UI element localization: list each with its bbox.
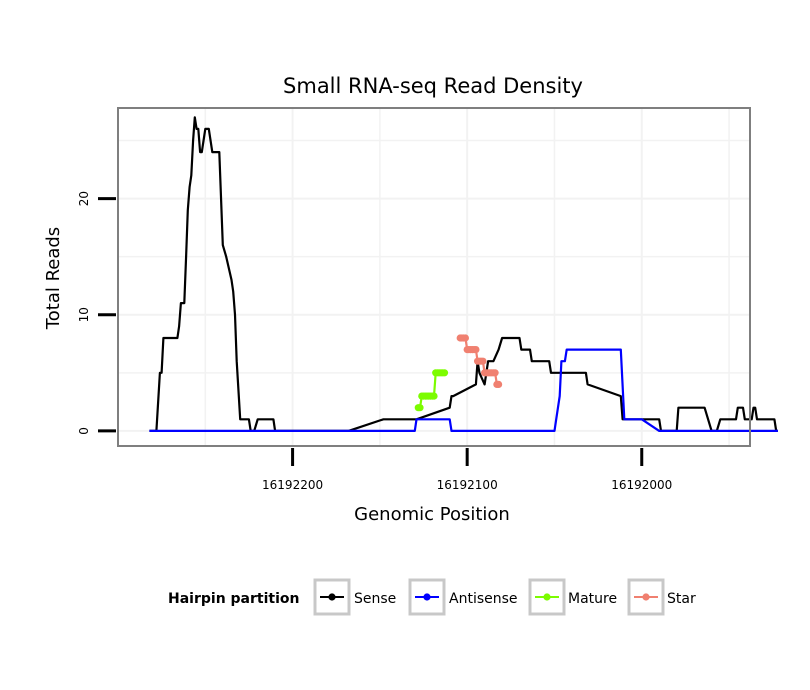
series-layer — [149, 116, 778, 432]
legend-item-sense: Sense — [313, 578, 396, 616]
legend-label: Star — [667, 591, 696, 607]
legend-label: Mature — [568, 591, 617, 607]
x-tick-label: 16192000 — [611, 478, 672, 492]
data-point-star — [461, 334, 469, 342]
data-point-star — [495, 380, 503, 388]
legend-key-point — [328, 593, 336, 601]
legend-key-point — [543, 593, 551, 601]
legend-title: Hairpin partition — [168, 591, 299, 607]
y-tick-label: 0 — [77, 427, 91, 435]
x-axis-title: Genomic Position — [354, 504, 510, 525]
y-tick-label: 10 — [77, 307, 91, 322]
chart-title: Small RNA-seq Read Density — [283, 74, 583, 98]
y-tick-label: 20 — [77, 191, 91, 206]
legend-label: Sense — [354, 591, 396, 607]
data-point-mature — [430, 392, 438, 400]
y-axis: 0 10 20 — [77, 191, 116, 435]
series-line-sense — [149, 116, 778, 432]
plot-border — [117, 107, 751, 447]
legend-item-antisense: Antisense — [408, 578, 518, 616]
y-axis-title: Total Reads — [43, 227, 64, 330]
data-point-mature — [416, 404, 424, 412]
legend-label: Antisense — [449, 591, 518, 607]
data-point-mature — [440, 369, 449, 377]
series-line-antisense — [149, 348, 778, 432]
legend-key-point — [423, 593, 431, 601]
legend-key-point — [642, 593, 650, 601]
data-point-star — [472, 346, 480, 354]
legend-item-mature: Mature — [528, 578, 617, 616]
legend-item-star: Star — [627, 578, 696, 616]
data-point-star — [491, 369, 499, 377]
legend: Hairpin partition Sense Antisense Mature St… — [168, 578, 696, 616]
data-point-star — [479, 357, 487, 365]
x-tick-label: 16192200 — [262, 478, 323, 492]
x-axis: 16192200 16192100 16192000 — [262, 448, 672, 492]
x-tick-label: 16192100 — [437, 478, 498, 492]
